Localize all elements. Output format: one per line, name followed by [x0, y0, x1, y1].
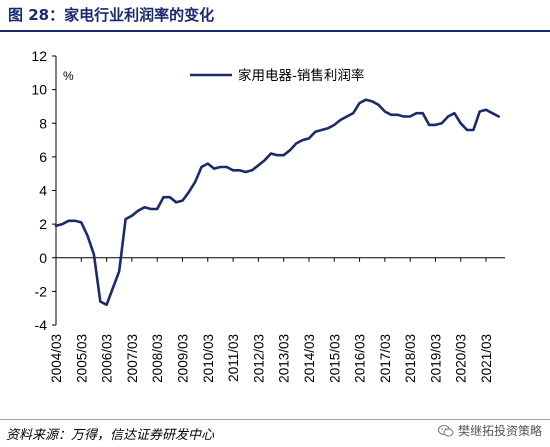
figure-title: 图 28：家电行业利润率的变化	[8, 6, 215, 24]
y-tick-label: 0	[39, 250, 47, 266]
x-tick-label: 2007/03	[125, 334, 140, 383]
x-tick-label: 2005/03	[74, 334, 89, 383]
footer-divider	[0, 419, 550, 420]
chart-axes: -4 -2 0 2 4 6 8 10 12% 2004/03 2005/03 2006/03 2007/…	[31, 48, 505, 383]
y-tick-label: 12	[31, 48, 47, 64]
x-tick-label: 2020/03	[454, 334, 469, 383]
watermark-text: 樊继拓投资策略	[457, 424, 542, 438]
x-tick-label: 2012/03	[251, 334, 266, 383]
y-tick-label: -2	[35, 283, 48, 299]
wechat-icon	[437, 424, 454, 437]
source-note: 资料来源：万得，信达证券研发中心	[6, 428, 215, 443]
y-tick-label: 2	[39, 216, 47, 232]
x-tick-label: 2013/03	[277, 334, 292, 383]
title-divider	[0, 30, 550, 32]
chart-legend: 家用电器-销售利润率	[190, 67, 364, 84]
line-chart: -4 -2 0 2 4 6 8 10 12% 2004/03 2005/03 2006/03 2007/…	[31, 48, 505, 383]
series-line	[54, 98, 501, 307]
x-tick-label: 2009/03	[175, 334, 190, 383]
watermark: 樊继拓投资策略	[437, 422, 542, 439]
x-tick-label: 2011/03	[226, 334, 241, 382]
y-axis-unit: %	[63, 69, 74, 83]
x-tick-label: 2015/03	[327, 334, 342, 383]
series-layer	[54, 98, 501, 307]
x-tick-label: 2018/03	[403, 334, 418, 383]
x-tick-label: 2017/03	[378, 334, 393, 383]
y-tick-label: 6	[39, 149, 47, 165]
y-tick-label: 10	[31, 82, 47, 98]
x-tick-label: 2014/03	[302, 334, 317, 383]
y-tick-label: -4	[35, 317, 48, 333]
x-tick-label: 2016/03	[353, 334, 368, 383]
x-tick-label: 2010/03	[201, 334, 216, 383]
y-tick-label: 4	[39, 183, 47, 199]
y-tick-label: 8	[39, 115, 47, 131]
x-tick-label: 2008/03	[150, 334, 165, 383]
x-tick-label: 2006/03	[100, 334, 115, 383]
x-tick-label: 2021/03	[479, 334, 494, 383]
x-tick-label: 2004/03	[49, 334, 64, 383]
legend-label: 家用电器-销售利润率	[238, 67, 364, 84]
x-tick-label: 2019/03	[428, 334, 443, 383]
